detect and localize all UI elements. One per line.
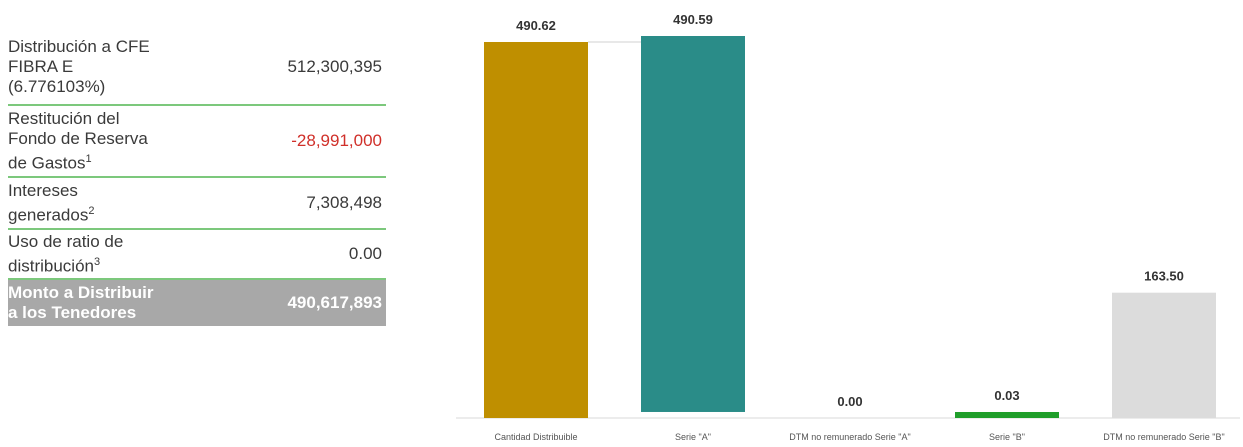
distribution-table: Distribución a CFE FIBRA E (6.776103%) 5… — [8, 30, 386, 326]
data-label-0: 490.62 — [516, 18, 556, 33]
row-value: 7,308,498 — [306, 193, 382, 212]
row-label: Distribución a CFE FIBRA E (6.776103%) — [8, 37, 150, 96]
table-row-uso-ratio: Uso de ratio de distribución3 0.00 — [8, 230, 386, 280]
x-tick-label-3: Serie "B" — [989, 432, 1025, 442]
table-row-distribucion: Distribución a CFE FIBRA E (6.776103%) 5… — [8, 30, 386, 106]
bar-1 — [641, 36, 745, 412]
table-row-intereses: Intereses generados2 7,308,498 — [8, 178, 386, 230]
row-value: 0.00 — [348, 244, 382, 263]
data-label-4: 163.50 — [1144, 269, 1184, 284]
data-label-2: 0.00 — [837, 394, 862, 409]
data-label-1: 490.59 — [673, 12, 713, 27]
waterfall-chart: 490.62 Cantidad Distribuible 490.59 Serie "… — [456, 12, 1240, 442]
data-label-3: 0.03 — [994, 388, 1019, 403]
table-row-restitucion: Restitución del Fondo de Reserva de Gast… — [8, 106, 386, 178]
row-value: -28,991,000 — [291, 131, 382, 150]
row-label: Restitución del Fondo de Reserva de Gast… — [8, 108, 148, 173]
footnote-mark: 3 — [94, 255, 101, 268]
x-tick-label-4: DTM no remunerado Serie "B" — [1103, 432, 1224, 442]
footnote-mark: 1 — [85, 152, 92, 165]
row-label: Uso de ratio de distribución3 — [8, 231, 124, 276]
x-tick-label-0: Cantidad Distribuible — [494, 432, 577, 442]
row-label: Monto a Distribuir a los Tenedores — [8, 283, 154, 322]
bar-4 — [1112, 292, 1216, 418]
bar-0 — [484, 42, 588, 418]
row-value: 490,617,893 — [287, 293, 382, 312]
row-value: 512,300,395 — [287, 57, 382, 76]
table-row-total: Monto a Distribuir a los Tenedores 490,6… — [8, 280, 386, 326]
bar-3 — [955, 412, 1059, 418]
x-tick-label-1: Serie "A" — [675, 432, 711, 442]
row-label: Intereses generados2 — [8, 180, 95, 225]
x-tick-label-2: DTM no remunerado Serie "A" — [789, 432, 910, 442]
footnote-mark: 2 — [88, 204, 95, 217]
